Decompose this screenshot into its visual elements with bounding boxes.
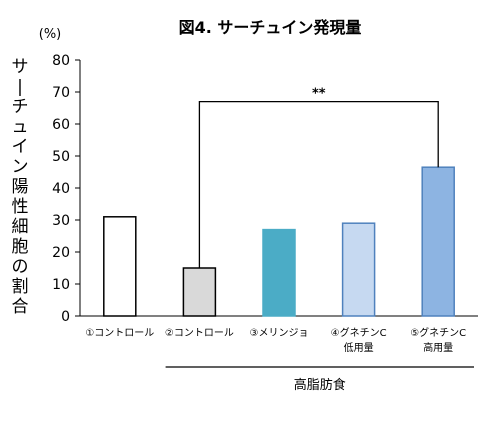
y-axis-label-char: ン — [12, 157, 29, 177]
y-axis-label-char: 合 — [12, 297, 29, 317]
category-labels: ①コントロール ②コントロール ③メリンジョ ④グネチンC 低用量 ⑤グネチンC 高用量 — [85, 326, 466, 354]
bar — [421, 166, 455, 317]
y-axis-label-char: 性 — [12, 197, 29, 217]
y-axis-unit: (%) — [39, 27, 62, 42]
category-label: 低用量 — [344, 341, 374, 354]
group-annotation: 高脂肪食 — [165, 366, 474, 393]
y-axis-label-char: サ — [12, 57, 29, 77]
y-axis-label-char: 割 — [12, 277, 29, 297]
category-label: ③メリンジョ — [250, 328, 309, 339]
bar — [262, 228, 296, 317]
chart-title: 図4. サーチュイン発現量 — [179, 18, 362, 37]
y-tick-label: 80 — [52, 53, 70, 69]
bar — [103, 216, 137, 317]
y-axis-label-char: イ — [12, 137, 29, 157]
y-tick-label: 50 — [52, 149, 70, 165]
y-tick-label: 60 — [52, 117, 70, 133]
y-axis-label-char: 胞 — [12, 237, 29, 257]
group-label: 高脂肪食 — [294, 377, 346, 393]
category-label: ①コントロール — [85, 328, 154, 339]
y-axis-label-char: | — [17, 77, 23, 97]
significance-bracket: ** — [198, 87, 439, 268]
y-tick-label: 0 — [61, 309, 70, 325]
bar — [341, 222, 376, 317]
y-tick-label: 70 — [52, 85, 70, 101]
y-axis-label-char: の — [12, 257, 29, 277]
y-tick-label: 40 — [52, 181, 70, 197]
significance-line — [198, 100, 439, 268]
category-label: ④グネチンC — [331, 326, 387, 339]
category-label: ②コントロール — [165, 328, 234, 339]
y-axis-label-char: チ — [12, 97, 29, 117]
y-axis-label-char: 陽 — [12, 177, 29, 197]
y-axis-label-text: サ|チュイン陽性細胞の割合 — [12, 57, 29, 317]
y-tick-label: 20 — [52, 245, 70, 261]
y-axis-label: サ|チュイン陽性細胞の割合 — [12, 57, 29, 317]
y-axis-label-char: 細 — [12, 217, 29, 237]
category-label: 高用量 — [423, 341, 453, 354]
bar — [182, 267, 217, 317]
significance-label: ** — [312, 87, 326, 102]
bars — [103, 166, 455, 317]
y-axis-label-char: ュ — [12, 117, 29, 137]
category-label: ⑤グネチンC — [410, 326, 466, 339]
y-tick-label: 10 — [52, 277, 70, 293]
y-tick-label: 30 — [52, 213, 70, 229]
y-ticks: 0 10 20 30 40 50 60 70 80 — [52, 53, 80, 325]
